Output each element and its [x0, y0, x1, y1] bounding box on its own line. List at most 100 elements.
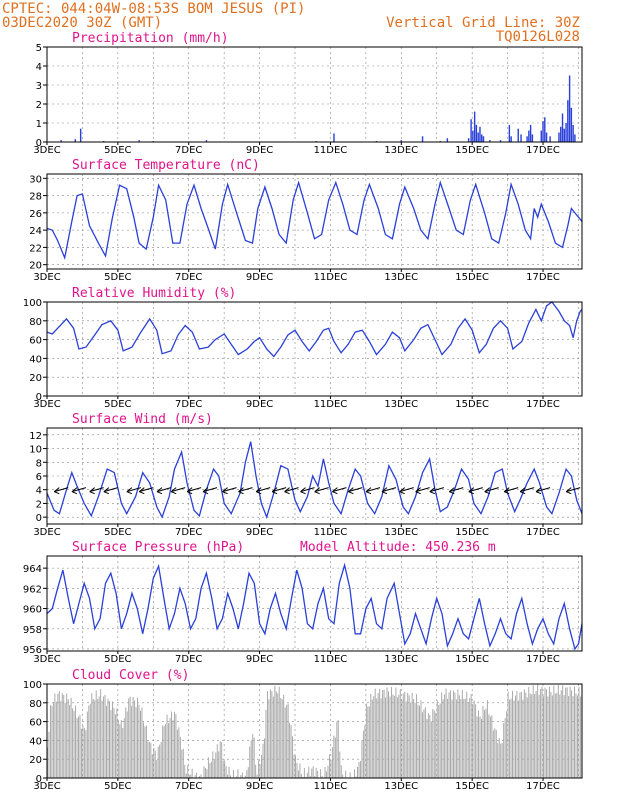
rh-xtick-label: 17DEC: [526, 399, 560, 410]
precip-bar: [138, 140, 140, 142]
cloud-bar: [445, 688, 447, 778]
cloud-bar: [512, 690, 514, 778]
precip-xtick-label: 9DEC: [246, 145, 273, 156]
precip-xtick-label: 7DEC: [175, 145, 202, 156]
rh-ytick-label: 60: [29, 336, 42, 347]
temp-ytick-label: 20: [29, 261, 42, 272]
wind-arrow-head: [126, 487, 133, 495]
cloud-bar: [296, 762, 298, 778]
wind-arrow: [504, 487, 519, 493]
wind-title: Surface Wind (m/s): [72, 412, 213, 427]
cloud-bar: [204, 767, 206, 778]
cloud-bar: [398, 694, 400, 778]
cloud-bar: [531, 694, 533, 778]
cloud-bar: [448, 692, 450, 778]
cloud-bar: [126, 711, 128, 778]
cloud-bar: [374, 688, 376, 778]
cloud-bar: [235, 776, 237, 778]
station-line: CPTEC: 044:04W-08:53S BOM JESUS (PI): [2, 1, 305, 17]
cloud-bar: [438, 704, 440, 778]
cloud-ytick-label: 100: [23, 680, 42, 691]
cloud-bar: [489, 716, 491, 778]
cloud-ytick-label: 60: [29, 718, 42, 729]
cloud-bar: [215, 752, 217, 778]
wind-arrow-head: [156, 487, 163, 495]
precip-xtick-label: 5DEC: [104, 145, 131, 156]
cloud-bar: [504, 718, 506, 778]
cloud-bar: [176, 729, 178, 778]
cloud-bar: [416, 694, 418, 778]
wind-arrow: [272, 487, 287, 493]
wind-arrow-head: [535, 487, 542, 495]
pres-xtick-label: 3DEC: [33, 654, 60, 665]
cloud-bar: [333, 735, 335, 778]
cloud-bar: [349, 772, 351, 778]
cloud-bar: [252, 733, 254, 778]
cloud-bar: [498, 738, 500, 778]
cloud-bar: [179, 736, 181, 778]
cloud-bar: [256, 774, 258, 778]
rh-line: [46, 301, 583, 358]
cloud-bar: [373, 696, 375, 778]
cloud-bar: [551, 695, 553, 778]
cloud-bar: [218, 751, 220, 778]
cloud-bar: [165, 724, 167, 778]
wind-arrow: [186, 487, 202, 493]
cloud-bar: [408, 695, 410, 778]
cloud-bar: [194, 775, 196, 778]
cloud-bar: [216, 744, 218, 778]
precip-bar: [526, 136, 528, 142]
cloud-bar: [467, 702, 469, 778]
cloud-bar: [110, 710, 112, 778]
cloud-bar: [144, 726, 146, 778]
wind-arrow-head: [519, 487, 526, 495]
cloud-bar: [464, 698, 466, 778]
precip-bar: [479, 126, 481, 142]
cloud-bar: [278, 686, 280, 778]
cloud-bar: [85, 730, 87, 778]
cloud-bar: [72, 708, 74, 778]
header: CPTEC: 044:04W-08:53S BOM JESUS (PI) 03D…: [2, 1, 580, 45]
cloud-bar: [303, 767, 305, 778]
cloud-bar: [78, 716, 79, 778]
cloud-bar: [244, 775, 246, 778]
wind-ytick-label: 8: [36, 458, 42, 469]
cloud-bar: [82, 725, 84, 778]
cloud-bar: [168, 723, 170, 778]
cloud-bar: [117, 720, 119, 778]
cloud-bar: [293, 754, 295, 778]
cloud-bar: [478, 710, 480, 778]
cloud-bar: [249, 746, 251, 778]
cloud-bar: [210, 761, 212, 778]
precip-bar: [529, 124, 532, 142]
precip-bar: [482, 136, 485, 142]
cloud-bar: [337, 720, 339, 778]
rh-frame: [46, 301, 583, 397]
wind-xtick-label: 11DEC: [314, 527, 348, 538]
wind-arrow-head: [503, 487, 510, 495]
cloud-bar: [237, 769, 239, 778]
cloud-bar: [58, 691, 60, 778]
wind-arrow: [89, 487, 104, 493]
wind-arrow: [399, 487, 414, 493]
cloud-bar: [495, 729, 497, 778]
wind-arrow: [535, 487, 551, 493]
cloud-bar: [469, 697, 471, 778]
wind-arrow-head: [429, 487, 436, 495]
cloud-bar: [101, 700, 103, 778]
precip-ytick-label: 3: [36, 81, 42, 92]
cloud-bar: [388, 691, 389, 778]
cloud-bar: [70, 697, 72, 778]
cloud-bar: [450, 690, 451, 778]
precip-bar: [79, 128, 82, 142]
cloud-bar: [563, 695, 565, 778]
precip-frame: [46, 46, 583, 143]
cloud-bar: [506, 711, 508, 778]
cloud-bar: [410, 702, 412, 778]
precip-bar: [561, 113, 564, 142]
pres-line: [46, 562, 583, 651]
temp-title: Surface Temperature (nC): [72, 158, 260, 173]
cloud-bar: [258, 760, 260, 778]
precip-bar: [475, 124, 478, 142]
wind-arrow: [54, 487, 69, 493]
